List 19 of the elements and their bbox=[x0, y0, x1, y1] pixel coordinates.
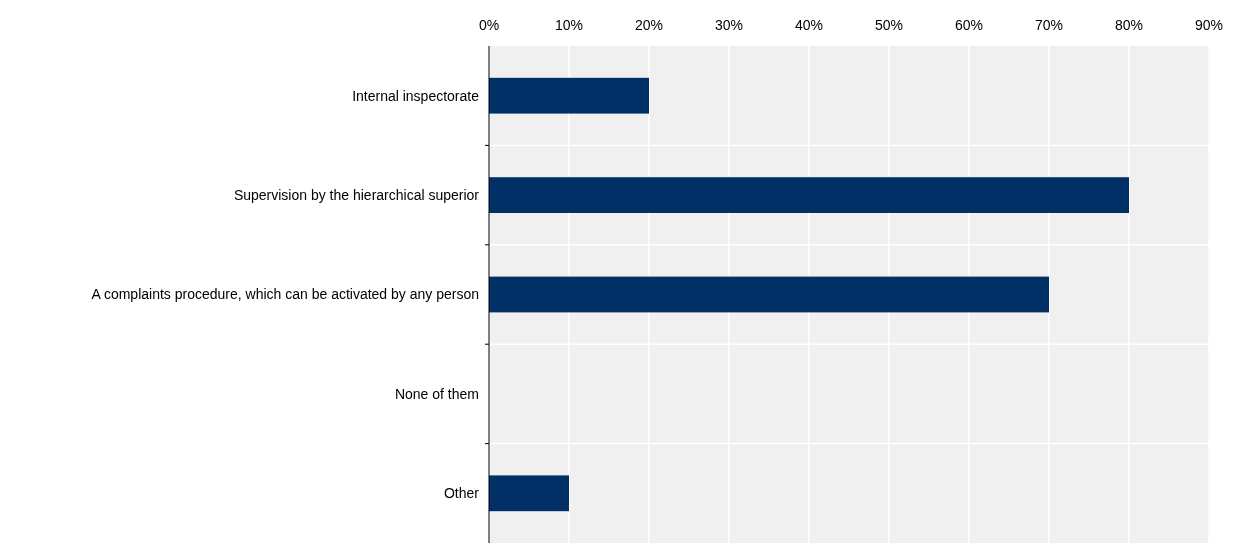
x-tick-label: 70% bbox=[1034, 17, 1064, 33]
x-tick-label: 40% bbox=[794, 17, 824, 33]
y-tick-label: Internal inspectorate bbox=[352, 87, 480, 104]
x-tick-label: 60% bbox=[954, 17, 984, 33]
x-tick-label: 10% bbox=[554, 17, 584, 33]
y-tick-label: Supervision by the hierarchical superior bbox=[233, 187, 480, 203]
x-tick-label: 30% bbox=[714, 17, 744, 33]
y-tick-label: Other bbox=[443, 485, 480, 502]
bar bbox=[489, 77, 649, 114]
bar bbox=[489, 475, 569, 512]
bar bbox=[489, 276, 1049, 313]
x-tick-label: 80% bbox=[1114, 17, 1144, 33]
x-tick-label: 50% bbox=[874, 17, 904, 33]
x-tick-label: 90% bbox=[1194, 17, 1224, 33]
y-tick-label: None of them bbox=[394, 385, 479, 402]
x-tick-label: 20% bbox=[634, 17, 664, 33]
bar bbox=[489, 177, 1129, 213]
x-tick-label: 0% bbox=[478, 17, 500, 33]
y-tick-label: A complaints procedure, which can be activated by any person bbox=[91, 286, 479, 303]
